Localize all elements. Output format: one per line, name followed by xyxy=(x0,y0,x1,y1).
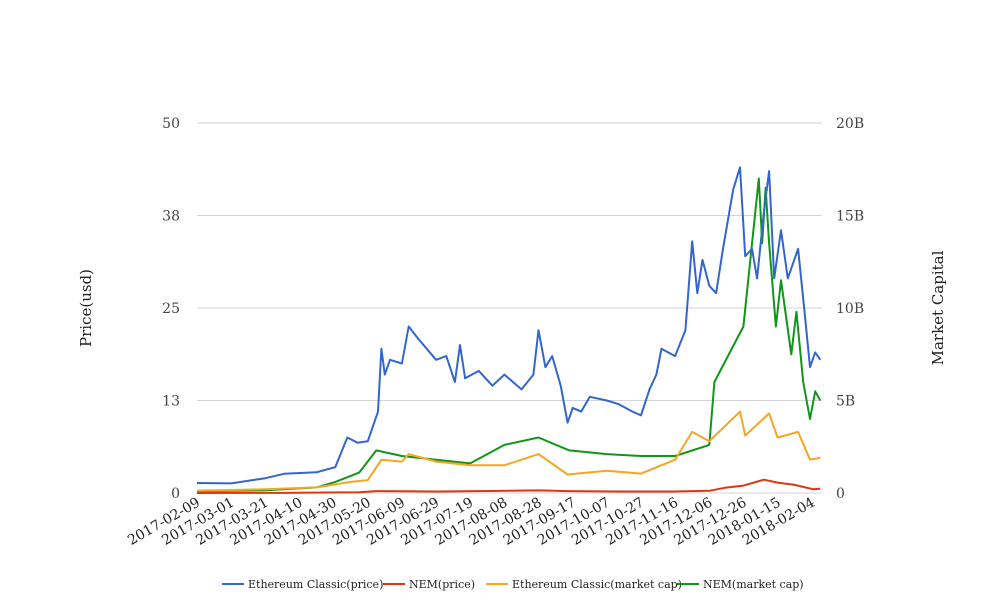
legend: Ethereum Classic(price) NEM(price) Ethereu… xyxy=(222,578,804,591)
legend-label: NEM(market cap) xyxy=(703,578,804,591)
y-axis-left-title: Price(usd) xyxy=(77,269,95,347)
series-line-0 xyxy=(196,166,822,485)
legend-label: Ethereum Classic(price) xyxy=(248,578,383,591)
y-right-tick-label: 5B xyxy=(836,394,855,410)
legend-label: NEM(price) xyxy=(409,578,475,591)
x-axis-ticks: 2017-02-092017-03-012017-03-212017-04-10… xyxy=(125,495,818,549)
y-right-tick-label: 20B xyxy=(836,116,864,132)
y-axis-right-ticks: 0 5B 10B 15B 20B xyxy=(836,116,864,502)
y-right-tick-label: 10B xyxy=(836,301,864,317)
series-line-3 xyxy=(196,177,822,493)
y-left-tick-label: 13 xyxy=(162,394,180,410)
y-left-tick-label: 0 xyxy=(171,486,180,502)
series-line-2 xyxy=(196,410,821,492)
legend-label: Ethereum Classic(market cap) xyxy=(512,578,682,591)
y-left-tick-label: 50 xyxy=(162,116,180,132)
y-left-tick-label: 38 xyxy=(162,209,180,225)
y-axis-left-ticks: 0 13 25 38 50 xyxy=(162,116,180,502)
series-line-1 xyxy=(196,478,821,494)
y-axis-right-title: Market Capital xyxy=(929,250,947,365)
y-right-tick-label: 15B xyxy=(836,209,864,225)
series-lines xyxy=(196,166,822,494)
y-right-tick-label: 0 xyxy=(836,486,845,502)
gridlines xyxy=(197,122,822,494)
y-left-tick-label: 25 xyxy=(162,301,180,317)
